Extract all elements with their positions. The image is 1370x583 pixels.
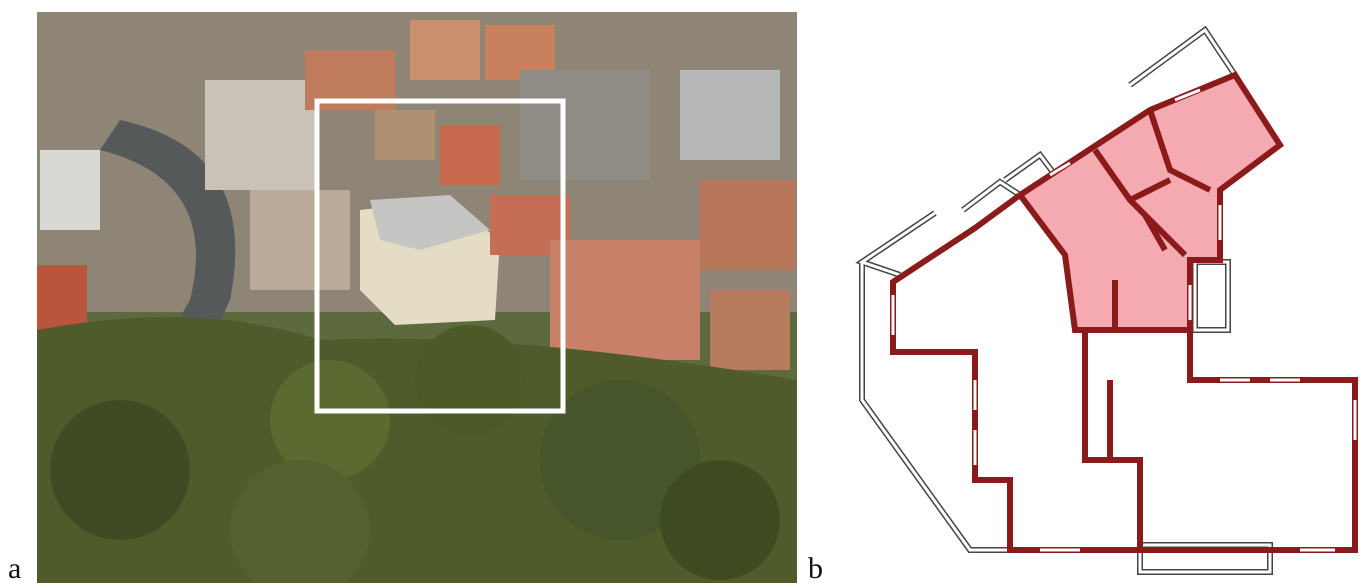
floor-plan [855, 25, 1358, 575]
panel-label: a [8, 552, 22, 583]
panel-label: b [808, 552, 823, 583]
aerial-photo [37, 12, 797, 583]
